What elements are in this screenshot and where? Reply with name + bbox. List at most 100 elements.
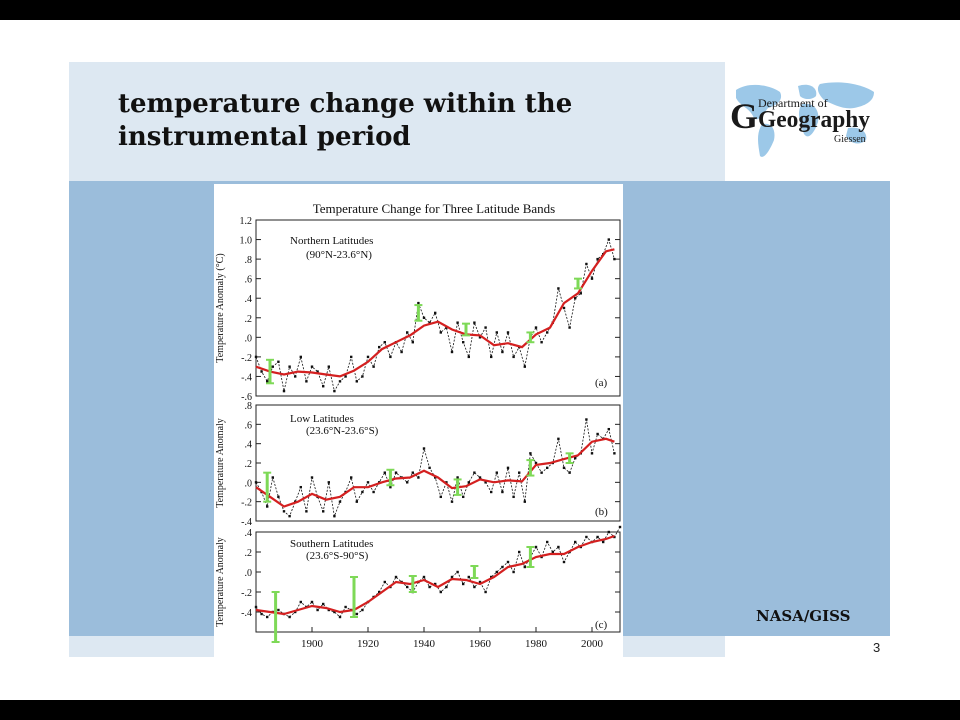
annual-point	[590, 277, 594, 280]
annual-point	[338, 500, 342, 503]
panel-c: Temperature Anomaly Southern Latitudes (…	[215, 525, 622, 650]
annual-point	[383, 341, 386, 344]
figure-title: Temperature Change for Three Latitude Ba…	[313, 201, 556, 216]
annual-point	[394, 471, 398, 474]
annual-point	[282, 389, 286, 393]
annual-point	[506, 331, 510, 334]
annual-point	[490, 490, 493, 494]
annual-point	[450, 500, 454, 503]
ytick-label: .8	[245, 255, 253, 266]
panel-a-range: (90°N-23.6°N)	[306, 249, 372, 261]
annual-point	[607, 238, 610, 241]
annual-point	[260, 612, 263, 616]
annual-point	[478, 580, 482, 584]
annual-point	[551, 550, 554, 554]
annual-point	[305, 510, 308, 513]
annual-point	[445, 481, 448, 484]
annual-point	[618, 525, 622, 529]
annual-point	[254, 605, 258, 609]
annual-point	[484, 326, 487, 329]
annual-point	[534, 545, 538, 549]
annual-point	[277, 360, 280, 363]
annual-point	[613, 452, 616, 455]
annual-point	[406, 331, 409, 334]
annual-point	[523, 500, 526, 503]
annual-point	[434, 476, 437, 479]
annual-point	[406, 481, 409, 484]
ytick-label: .6	[245, 275, 253, 286]
annual-point	[478, 476, 482, 479]
annual-point	[456, 321, 459, 324]
panel-c-yticks: -.4 -.2 .0 .2 .4	[241, 528, 620, 619]
annual-point	[574, 456, 577, 460]
ytick-label: 1.0	[240, 236, 253, 247]
annual-point	[495, 570, 498, 574]
annual-point	[462, 582, 465, 586]
annual-point	[299, 600, 302, 604]
annual-point	[288, 365, 291, 368]
temperature-figure: Temperature Change for Three Latitude Ba…	[214, 184, 623, 657]
annual-point	[462, 341, 465, 344]
annual-point	[305, 380, 308, 383]
panel-b-label: (b)	[595, 506, 608, 518]
annual-point	[411, 341, 414, 344]
annual-point	[439, 331, 442, 334]
annual-point	[450, 575, 454, 579]
annual-point	[607, 530, 610, 534]
annual-point	[585, 418, 588, 421]
annual-point	[428, 321, 431, 324]
ytick-label: .4	[245, 528, 253, 539]
annual-point	[596, 257, 599, 261]
department-logo: G Department of Geography Giessen	[730, 82, 874, 157]
ytick-label: .0	[245, 478, 253, 489]
logo-line3: Giessen	[834, 134, 866, 145]
annual-point	[434, 311, 437, 315]
ytick-label: .0	[245, 568, 253, 579]
annual-point	[434, 582, 437, 586]
panel-a-plot	[254, 238, 616, 393]
annual-point	[417, 476, 420, 479]
annual-point	[473, 471, 476, 474]
annual-point	[361, 608, 364, 612]
annual-point	[596, 535, 599, 539]
annual-point	[602, 540, 605, 544]
annual-point	[490, 575, 493, 579]
annual-point	[322, 510, 325, 513]
panel-a-region: Northern Latitudes	[290, 235, 373, 247]
annual-point	[310, 365, 314, 368]
annual-point	[266, 380, 269, 383]
panel-b-yticks: -.4 -.2 .0 .2 .4 .6 .8	[241, 401, 620, 528]
annual-point	[523, 565, 526, 569]
annual-point	[366, 355, 370, 359]
annual-point	[338, 380, 342, 383]
annual-point	[540, 341, 543, 344]
annual-point	[260, 370, 263, 373]
panel-a-label: (a)	[595, 377, 608, 389]
annual-point	[518, 471, 521, 474]
page-number: 3	[873, 640, 881, 655]
annual-point	[568, 326, 571, 329]
annual-point	[574, 540, 577, 544]
annual-point	[518, 550, 521, 554]
xtick-label: 1980	[525, 638, 548, 650]
annual-point	[495, 331, 498, 334]
annual-point	[562, 466, 566, 470]
annual-point	[529, 452, 532, 455]
annual-point	[254, 481, 258, 484]
annual-point	[428, 466, 431, 470]
annual-point	[299, 485, 302, 489]
annual-point	[484, 590, 487, 594]
annual-point	[271, 476, 274, 479]
annual-point	[422, 316, 426, 319]
annual-point	[338, 615, 342, 619]
annual-point	[585, 535, 588, 539]
ytick-label: -.4	[241, 372, 252, 383]
annual-point	[333, 389, 336, 393]
annual-point	[596, 432, 599, 436]
annual-point	[501, 565, 504, 569]
annual-point	[450, 350, 454, 354]
annual-point	[266, 505, 269, 508]
annual-point	[266, 615, 269, 619]
annual-point	[327, 365, 330, 368]
annual-point	[383, 471, 386, 474]
